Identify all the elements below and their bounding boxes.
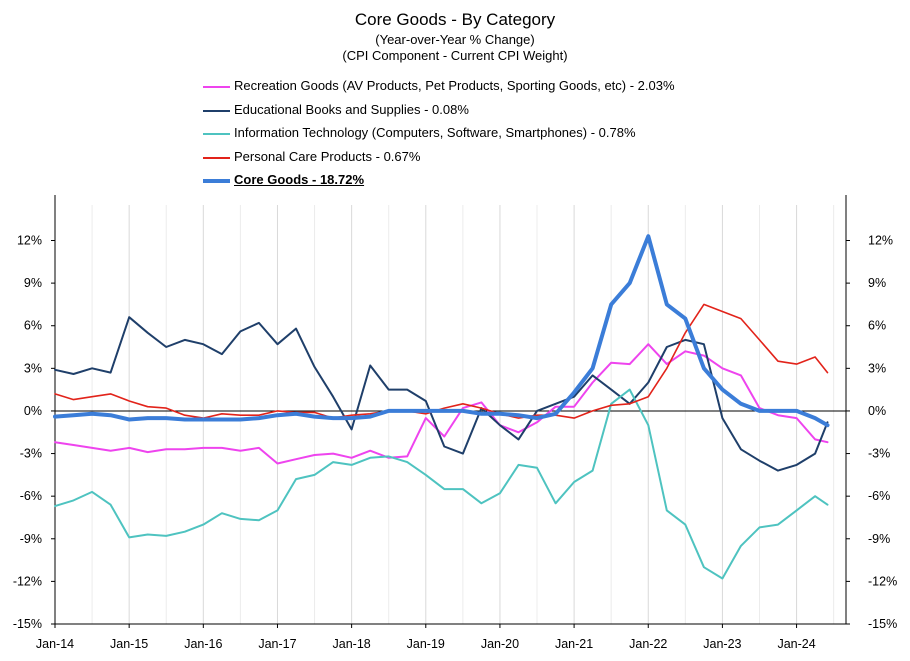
legend-label: Core Goods - 18.72% [234, 172, 365, 187]
x-tick-label: Jan-15 [110, 637, 148, 651]
chart-title: Core Goods - By Category [354, 10, 556, 29]
x-tick-label: Jan-21 [555, 637, 593, 651]
y-tick-label-left: -3% [20, 447, 42, 461]
legend-swatch [203, 109, 230, 112]
x-tick-label: Jan-20 [481, 637, 519, 651]
y-tick-label-right: 3% [868, 361, 886, 375]
x-tick-label: Jan-17 [258, 637, 296, 651]
y-tick-label-left: -9% [20, 532, 42, 546]
x-tick-label: Jan-19 [407, 637, 445, 651]
series-line-information [54, 388, 829, 580]
y-tick-label-left: 6% [24, 319, 42, 333]
chart-subtitle-1: (Year-over-Year % Change) [375, 32, 535, 47]
y-tick-label-right: 12% [868, 234, 893, 248]
y-tick-label-left: 3% [24, 361, 42, 375]
y-tick-label-left: 9% [24, 276, 42, 290]
legend-swatch [203, 156, 230, 159]
y-tick-label-right: 9% [868, 276, 886, 290]
x-tick-label: Jan-14 [36, 637, 74, 651]
chart-subtitle-2: (CPI Component - Current CPI Weight) [342, 48, 568, 63]
x-tick-label: Jan-22 [629, 637, 667, 651]
series-line-personal [54, 303, 829, 419]
series-line-core [53, 234, 830, 428]
x-tick-label: Jan-23 [703, 637, 741, 651]
y-tick-label-right: -3% [868, 447, 890, 461]
y-tick-label-right: -15% [868, 617, 897, 631]
series-line-educational [54, 316, 829, 472]
y-tick-label-right: -12% [868, 574, 897, 588]
y-tick-label-right: 6% [868, 319, 886, 333]
y-tick-label-right: -6% [868, 489, 890, 503]
x-tick-label: Jan-24 [777, 637, 815, 651]
legend-swatch [203, 133, 230, 135]
legend-label: Personal Care Products - 0.67% [234, 148, 421, 164]
y-tick-label-left: -12% [13, 574, 42, 588]
legend-swatch [203, 86, 230, 88]
x-tick-label: Jan-16 [184, 637, 222, 651]
series-line-recreation [54, 343, 829, 465]
legend-label: Recreation Goods (AV Products, Pet Produ… [234, 78, 675, 93]
legend-label: Information Technology (Computers, Softw… [234, 125, 636, 140]
legend-swatch [203, 179, 230, 183]
y-tick-label-left: -6% [20, 489, 42, 503]
y-tick-label-left: 0% [24, 404, 42, 418]
x-tick-label: Jan-18 [333, 637, 371, 651]
y-tick-label-right: -9% [868, 532, 890, 546]
y-tick-label-left: -15% [13, 617, 42, 631]
y-tick-label-right: 0% [868, 404, 886, 418]
legend-label: Educational Books and Supplies - 0.08% [234, 101, 469, 117]
y-tick-label-left: 12% [17, 234, 42, 248]
